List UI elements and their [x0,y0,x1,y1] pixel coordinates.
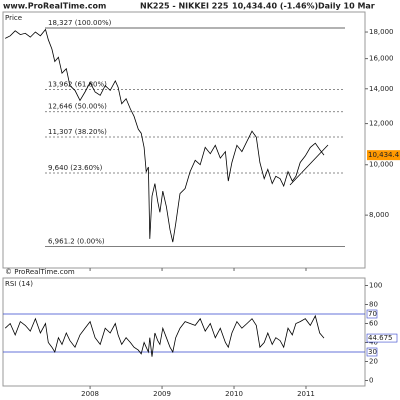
rsi-panel [2,277,366,387]
trend-line [289,144,329,186]
level-label: 13,962 (61.80%) [48,80,107,88]
last-value: 44.675 [368,334,393,342]
y-tick-label: 100 [369,282,382,290]
symbol: NK225 - NIKKEI 225 [140,2,229,11]
y-tick-label: 40 [369,338,378,346]
quote: 10,434.40 (-1.46%) [232,2,318,11]
last-value-tag [367,150,400,161]
y-tick-label: 16,000 [369,55,394,63]
level-label: 30 [368,348,377,356]
level-label: 70 [368,310,377,318]
level-tag [366,309,378,319]
y-tick-label: 0 [369,376,373,384]
y-tick-label: 18,000 [369,28,394,36]
level-label: 18,327 (100.00%) [48,19,112,27]
series-line [5,28,325,243]
period: Daily 10 Mar [318,2,375,11]
x-tick-label: 2008 [81,390,99,398]
x-tick-label: 2011 [297,390,315,398]
y-tick-label: 80 [369,301,378,309]
y-tick-label: 20 [369,357,378,365]
panel-label: Price [5,14,22,22]
last-value: 10,434.4 [368,151,400,159]
x-tick-label: 2010 [225,390,243,398]
level-label: 9,640 (23.60%) [48,164,103,172]
price-panel [2,11,366,269]
y-tick-label: 14,000 [369,85,394,93]
copyright: © ProRealTime.com [5,268,75,276]
y-tick-label: 10,000 [369,161,394,169]
y-tick-label: 60 [369,319,378,327]
level-label: 6,961.2 (0.00%) [48,238,105,246]
y-tick-label: 12,000 [369,120,394,128]
last-value-tag [366,333,398,343]
y-tick-label: 8,000 [369,211,389,219]
site: www.ProRealTime.com [3,2,106,11]
level-label: 11,307 (38.20%) [48,128,107,136]
panel-label: RSI (14) [5,280,33,288]
series-line [4,314,325,357]
level-label: 12,646 (50.00%) [48,103,107,111]
x-tick-label: 2009 [153,390,171,398]
level-tag [366,347,378,357]
